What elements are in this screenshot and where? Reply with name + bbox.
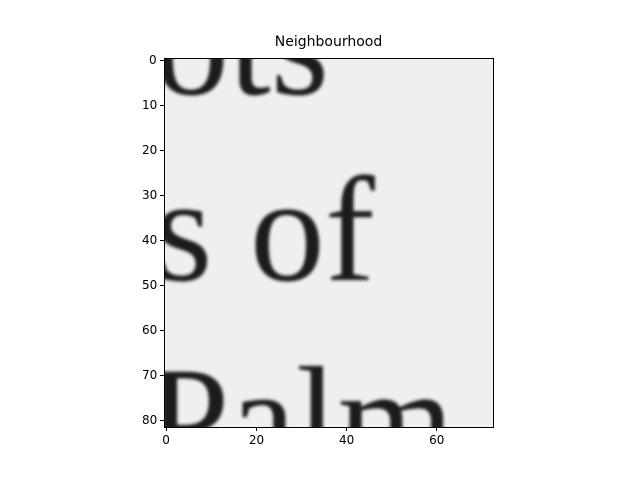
image-text-fragment-bottom: Palm [164, 337, 454, 427]
image-axes: ots s of Palm [164, 58, 493, 427]
y-tick-mark [160, 239, 164, 241]
y-tick-label: 80 [142, 413, 158, 428]
y-tick-label: 40 [142, 233, 158, 248]
x-tick-label: 0 [162, 433, 170, 447]
x-tick-mark [436, 427, 438, 431]
y-tick-label: 0 [149, 53, 157, 68]
y-tick-mark [160, 59, 164, 61]
y-tick-mark [160, 194, 164, 196]
y-tick-mark [160, 419, 164, 421]
x-tick-label: 40 [339, 433, 355, 447]
x-tick-label: 20 [248, 433, 265, 447]
image-text-fragment-middle: s of [164, 147, 375, 313]
y-tick-label: 10 [142, 98, 158, 113]
x-tick-mark [255, 427, 257, 431]
y-tick-mark [160, 284, 164, 286]
x-tick-mark [165, 427, 167, 431]
y-tick-label: 60 [142, 323, 158, 338]
y-tick-label: 50 [142, 278, 158, 293]
y-tick-label: 70 [142, 368, 158, 383]
image-text-fragment-top: ots [164, 58, 329, 127]
y-tick-label: 20 [142, 143, 158, 158]
y-tick-mark [160, 149, 164, 151]
neighbourhood-image: ots s of Palm [164, 58, 493, 427]
y-tick-label: 30 [142, 188, 158, 203]
y-tick-mark [160, 329, 164, 331]
y-tick-mark [160, 104, 164, 106]
x-tick-mark [346, 427, 348, 431]
x-tick-label: 60 [429, 433, 445, 447]
y-tick-mark [160, 374, 164, 376]
chart-title: Neighbourhood [274, 34, 383, 50]
